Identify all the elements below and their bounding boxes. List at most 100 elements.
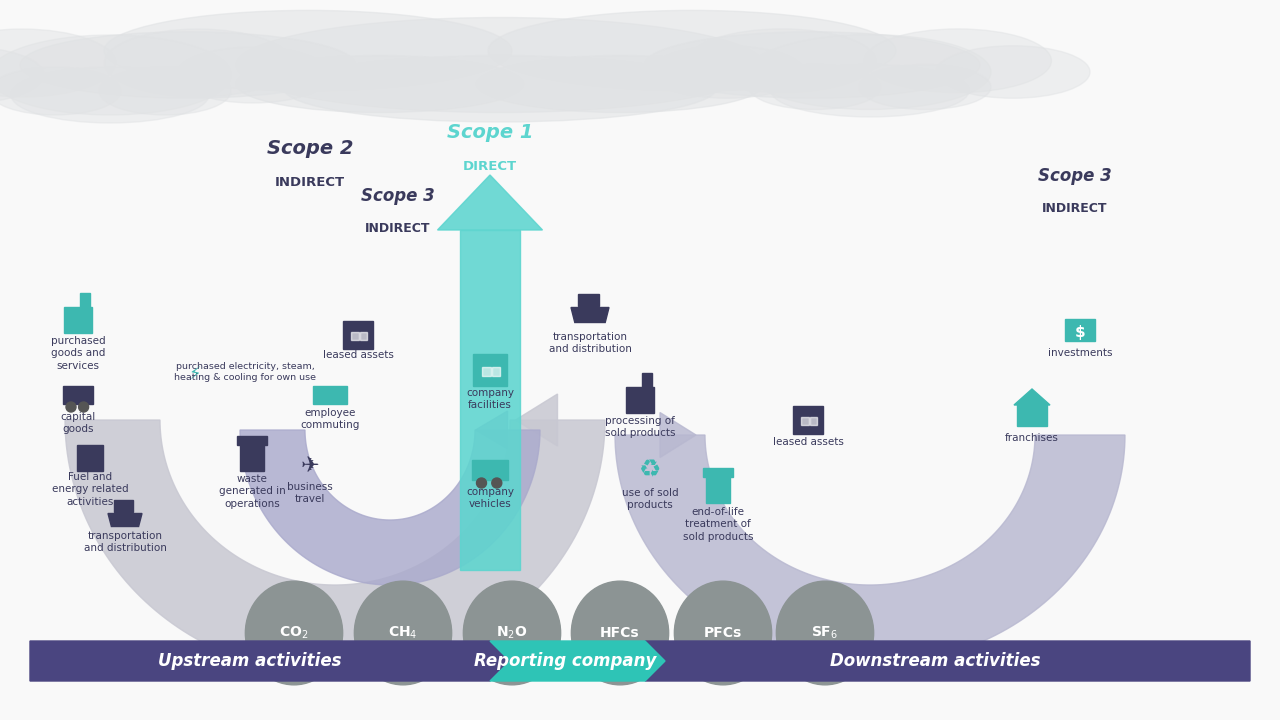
Circle shape xyxy=(492,478,502,488)
Ellipse shape xyxy=(284,55,716,122)
Text: Downstream activities: Downstream activities xyxy=(829,652,1041,670)
Ellipse shape xyxy=(771,65,969,117)
Ellipse shape xyxy=(105,29,292,97)
FancyBboxPatch shape xyxy=(314,386,347,404)
Text: capital
goods: capital goods xyxy=(60,412,96,434)
FancyBboxPatch shape xyxy=(810,417,817,426)
FancyBboxPatch shape xyxy=(351,332,358,340)
Circle shape xyxy=(78,402,88,412)
Text: Scope 3: Scope 3 xyxy=(1038,167,1112,185)
FancyBboxPatch shape xyxy=(472,460,508,480)
Text: HFCs: HFCs xyxy=(600,626,640,640)
Polygon shape xyxy=(660,413,696,457)
Text: processing of
sold products: processing of sold products xyxy=(604,416,676,438)
Text: DIRECT: DIRECT xyxy=(463,160,517,173)
Text: INDIRECT: INDIRECT xyxy=(365,222,431,235)
FancyBboxPatch shape xyxy=(794,406,823,434)
Polygon shape xyxy=(1014,389,1050,405)
Ellipse shape xyxy=(0,47,44,103)
Text: company
facilities: company facilities xyxy=(466,388,515,410)
Ellipse shape xyxy=(246,581,343,685)
FancyBboxPatch shape xyxy=(1065,319,1094,341)
Ellipse shape xyxy=(463,581,561,685)
FancyBboxPatch shape xyxy=(241,445,264,471)
Ellipse shape xyxy=(236,17,764,112)
FancyBboxPatch shape xyxy=(360,332,367,340)
Ellipse shape xyxy=(0,67,122,115)
FancyBboxPatch shape xyxy=(64,307,92,333)
FancyBboxPatch shape xyxy=(1018,404,1047,426)
FancyBboxPatch shape xyxy=(63,386,93,404)
Polygon shape xyxy=(490,641,666,681)
Text: INDIRECT: INDIRECT xyxy=(275,176,346,189)
FancyBboxPatch shape xyxy=(703,467,733,477)
Polygon shape xyxy=(241,430,540,585)
Text: purchased electricity, steam,
heating & cooling for own use: purchased electricity, steam, heating & … xyxy=(174,362,316,382)
Polygon shape xyxy=(29,641,509,681)
Ellipse shape xyxy=(476,55,764,112)
FancyBboxPatch shape xyxy=(707,477,730,503)
Polygon shape xyxy=(571,307,609,323)
Ellipse shape xyxy=(12,67,209,123)
Ellipse shape xyxy=(675,581,772,685)
Text: company
vehicles: company vehicles xyxy=(466,487,515,510)
FancyBboxPatch shape xyxy=(801,417,809,426)
Ellipse shape xyxy=(650,46,804,98)
Ellipse shape xyxy=(571,581,668,685)
Text: PFCs: PFCs xyxy=(704,626,742,640)
Circle shape xyxy=(476,478,486,488)
Text: CH$_4$: CH$_4$ xyxy=(388,625,417,642)
Text: purchased
goods and
services: purchased goods and services xyxy=(51,336,105,371)
Text: Scope 1: Scope 1 xyxy=(447,123,534,142)
Ellipse shape xyxy=(936,46,1091,98)
Text: INDIRECT: INDIRECT xyxy=(1042,202,1107,215)
Text: waste
generated in
operations: waste generated in operations xyxy=(219,474,285,509)
Text: business
travel: business travel xyxy=(287,482,333,505)
Ellipse shape xyxy=(859,65,991,109)
Ellipse shape xyxy=(864,29,1051,93)
Text: use of sold
products: use of sold products xyxy=(622,488,678,510)
FancyBboxPatch shape xyxy=(483,366,490,376)
Ellipse shape xyxy=(20,32,356,98)
FancyBboxPatch shape xyxy=(114,500,133,511)
Ellipse shape xyxy=(777,581,874,685)
Text: N$_2$O: N$_2$O xyxy=(497,625,527,642)
FancyBboxPatch shape xyxy=(492,366,500,376)
Text: leased assets: leased assets xyxy=(323,350,393,360)
Ellipse shape xyxy=(644,32,980,98)
Text: leased assets: leased assets xyxy=(773,437,844,447)
FancyBboxPatch shape xyxy=(641,373,652,389)
Text: employee
commuting: employee commuting xyxy=(301,408,360,431)
Text: transportation
and distribution: transportation and distribution xyxy=(549,332,631,354)
Polygon shape xyxy=(460,230,520,570)
Polygon shape xyxy=(645,641,1251,681)
Ellipse shape xyxy=(749,65,881,109)
FancyBboxPatch shape xyxy=(77,445,102,471)
Ellipse shape xyxy=(0,29,115,97)
Text: Scope 2: Scope 2 xyxy=(266,139,353,158)
Polygon shape xyxy=(65,420,605,675)
Circle shape xyxy=(67,402,76,412)
Text: CO$_2$: CO$_2$ xyxy=(279,625,308,642)
FancyBboxPatch shape xyxy=(474,354,507,386)
FancyBboxPatch shape xyxy=(577,294,599,305)
Ellipse shape xyxy=(0,35,230,115)
FancyBboxPatch shape xyxy=(79,293,90,309)
Text: SF$_6$: SF$_6$ xyxy=(812,625,838,642)
Text: Upstream activities: Upstream activities xyxy=(159,652,342,670)
Ellipse shape xyxy=(236,55,524,112)
Ellipse shape xyxy=(488,10,896,91)
Ellipse shape xyxy=(689,29,876,93)
Polygon shape xyxy=(475,411,507,449)
Ellipse shape xyxy=(177,47,330,103)
FancyBboxPatch shape xyxy=(237,436,268,444)
Text: ✈: ✈ xyxy=(301,456,319,476)
Text: Fuel and
energy related
activities: Fuel and energy related activities xyxy=(51,472,128,507)
Ellipse shape xyxy=(355,581,452,685)
Text: ⚡: ⚡ xyxy=(188,366,201,384)
Polygon shape xyxy=(108,513,142,526)
Text: investments: investments xyxy=(1048,348,1112,358)
Ellipse shape xyxy=(104,10,512,91)
Text: ♻: ♻ xyxy=(639,458,662,482)
FancyBboxPatch shape xyxy=(626,387,654,413)
